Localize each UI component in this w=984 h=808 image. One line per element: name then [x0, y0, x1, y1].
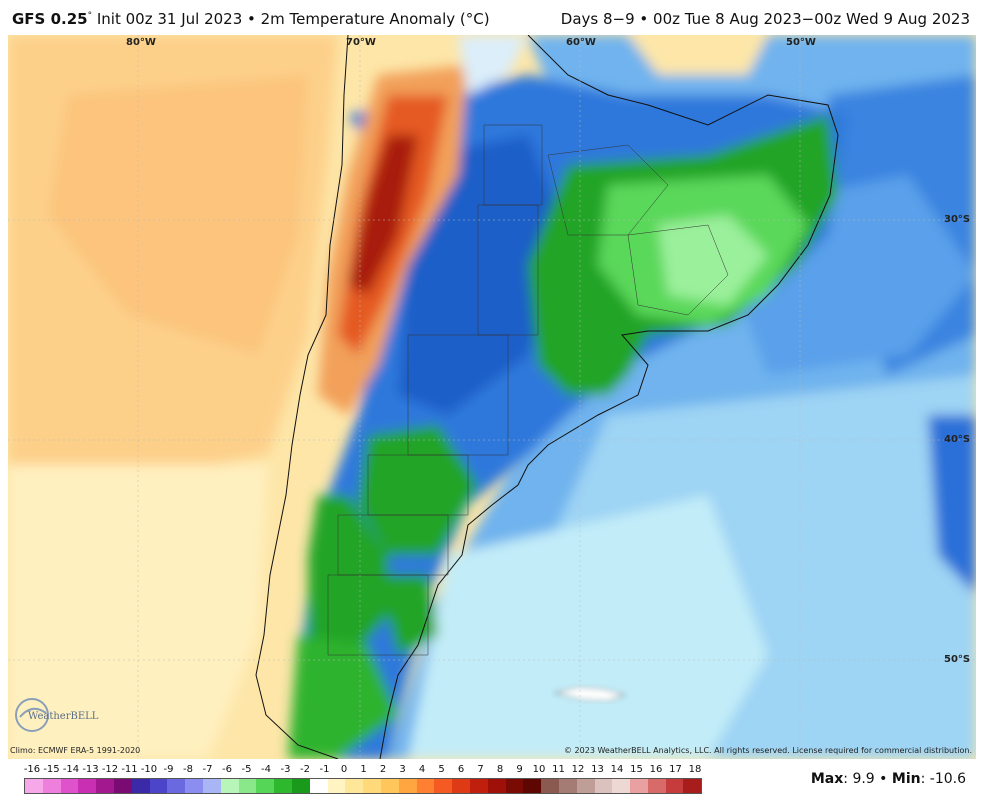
colorbar-tick-label: -4	[261, 764, 271, 775]
colorbar-swatch	[505, 779, 524, 793]
colorbar-tick-label: -14	[62, 764, 80, 775]
colorbar-swatch	[327, 779, 346, 793]
colorbar-swatch	[452, 779, 470, 793]
max-value: 9.9	[852, 771, 875, 787]
max-min-readout: Max: 9.9 • Min: -10.6	[810, 771, 966, 787]
colorbar-tick-label: -7	[202, 764, 213, 775]
colorbar-tick-label: -6	[222, 764, 232, 775]
colorbar-tick-label: 12	[571, 764, 585, 775]
colorbar-swatch	[274, 779, 292, 793]
logo-text: WeatherBELL	[28, 711, 99, 722]
colorbar-swatch	[434, 779, 453, 793]
colorbar-swatch	[60, 779, 79, 793]
map-canvas	[8, 35, 976, 759]
lon-label-60w: 60°W	[566, 37, 596, 48]
colorbar-tick-label: -3	[280, 764, 291, 775]
colorbar-swatch	[220, 779, 239, 793]
lat-label-40s: 40°S	[944, 434, 971, 445]
colorbar-tick-label: 11	[552, 764, 565, 775]
colorbar-swatch	[167, 779, 186, 793]
valid-period: Days 8−9 • 00z Tue 8 Aug 2023−00z Wed 9 …	[560, 10, 970, 28]
colorbar-swatch	[363, 779, 381, 793]
min-label: Min	[891, 771, 921, 787]
colorbar-swatch	[683, 779, 702, 793]
colorbar-swatch	[558, 779, 577, 793]
lon-label-50w: 50°W	[786, 37, 816, 48]
colorbar-swatch	[113, 779, 132, 793]
colorbar-swatch	[576, 779, 595, 793]
colorbar-tick-label: 14	[610, 764, 624, 775]
colorbar-swatch	[630, 779, 648, 793]
colorbar-swatch	[309, 779, 328, 793]
colorbar-swatch	[612, 779, 631, 793]
colorbar-swatch	[78, 779, 97, 793]
min-value: -10.6	[929, 771, 966, 787]
colorbar-tick-label: -2	[300, 764, 310, 775]
colorbar-swatch	[149, 779, 168, 793]
colorbar-swatch	[202, 779, 221, 793]
copyright-note: © 2023 WeatherBELL Analytics, LLC. All r…	[564, 746, 972, 755]
colorbar-tick-label: -12	[101, 764, 119, 775]
colorbar-tick-label: -10	[140, 764, 158, 775]
colorbar-tick-label: 17	[669, 764, 682, 775]
colorbar-tick-label: -9	[163, 764, 174, 775]
colorbar-tick-label: 8	[496, 764, 504, 775]
colorbar-tick-label: -8	[183, 764, 193, 775]
colorbar-tick-label: 16	[649, 764, 663, 775]
model-name: GFS 0.25	[12, 10, 88, 28]
colorbar-tick-label: 2	[379, 764, 387, 775]
colorbar-tick-label: -1	[319, 764, 330, 775]
colorbar-tick-label: 10	[532, 764, 546, 775]
colorbar-tick-label: 18	[688, 764, 702, 775]
colorbar-tick-label: 1	[360, 764, 367, 775]
colorbar-tick-label: -11	[121, 764, 138, 775]
colorbar-swatch	[541, 779, 559, 793]
colorbar-swatch	[345, 779, 364, 793]
colorbar-swatch	[131, 779, 150, 793]
colorbar-tick-label: 3	[399, 764, 406, 775]
colorbar-swatch	[25, 779, 43, 793]
lat-label-30s: 30°S	[944, 214, 971, 225]
colorbar-swatch	[256, 779, 275, 793]
colorbar	[24, 778, 702, 794]
colorbar-tick-label: -16	[23, 764, 41, 775]
colorbar-tick-label: 5	[438, 764, 445, 775]
colorbar-swatch	[42, 779, 61, 793]
colorbar-swatch	[380, 779, 399, 793]
colorbar-swatch	[398, 779, 417, 793]
colorbar-swatch	[416, 779, 435, 793]
colorbar-tick-label: -13	[82, 764, 99, 775]
weatherbell-logo: WeatherBELL	[12, 695, 102, 735]
climo-note: Climo: ECMWF ERA-5 1991-2020	[10, 746, 141, 755]
colorbar-tick-label: 9	[516, 764, 523, 775]
colorbar-swatch	[594, 779, 613, 793]
colorbar-tick-label: 13	[591, 764, 604, 775]
colorbar-swatch	[185, 779, 203, 793]
chart-title: GFS 0.25° Init 00z 31 Jul 2023 • 2m Temp…	[12, 10, 490, 28]
lon-label-80w: 80°W	[126, 37, 156, 48]
colorbar-tick-label: -15	[43, 764, 60, 775]
init-text: Init 00z 31 Jul 2023 • 2m Temperature An…	[96, 10, 490, 28]
lat-label-50s: 50°S	[944, 654, 971, 665]
temperature-anomaly-map	[8, 35, 976, 759]
colorbar-tick-label: 4	[418, 764, 426, 775]
colorbar-swatch	[238, 779, 257, 793]
colorbar-tick-label: 15	[630, 764, 643, 775]
colorbar-tick-label: 0	[340, 764, 348, 775]
colorbar-swatch	[665, 779, 684, 793]
colorbar-swatch	[96, 779, 114, 793]
max-label: Max	[810, 771, 844, 787]
colorbar-swatch	[523, 779, 542, 793]
colorbar-swatch	[647, 779, 666, 793]
colorbar-swatch	[469, 779, 488, 793]
colorbar-swatch	[487, 779, 506, 793]
colorbar-tick-label: 6	[457, 764, 465, 775]
lon-label-70w: 70°W	[346, 37, 376, 48]
colorbar-tick-label: -5	[241, 764, 252, 775]
colorbar-swatch	[291, 779, 310, 793]
colorbar-tick-label: 7	[477, 764, 484, 775]
